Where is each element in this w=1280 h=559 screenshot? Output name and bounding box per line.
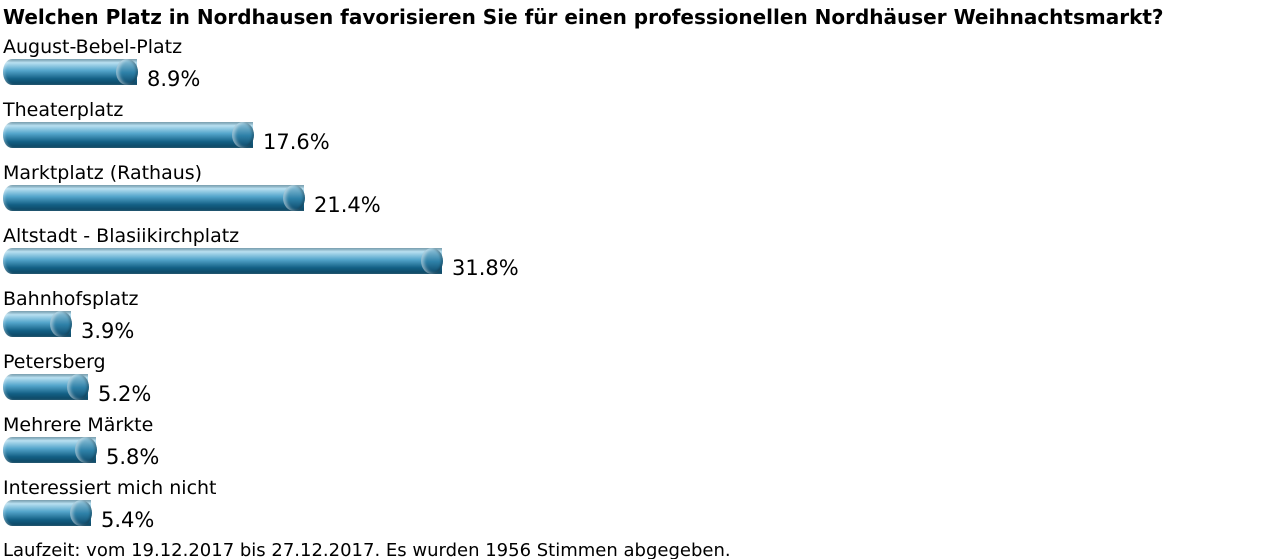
poll-result-row: August-Bebel-Platz 8.9% [3,36,1280,90]
option-label: Bahnhofsplatz [3,288,139,310]
poll-result-row: Interessiert mich nicht 5.4% [3,477,1280,531]
result-bar [3,374,89,400]
poll-result-row: Mehrere Märkte 5.8% [3,414,1280,468]
result-percentage: 5.4% [101,508,155,532]
result-bar [3,122,254,148]
bar-cap-decoration [67,374,89,400]
poll-result-row: Altstadt - Blasiikirchplatz 31.8% [3,225,1280,279]
option-label: Altstadt - Blasiikirchplatz [3,225,240,247]
option-label: Mehrere Märkte [3,414,154,436]
result-percentage: 8.9% [147,67,201,91]
poll-runtime-note: Laufzeit: vom 19.12.2017 bis 27.12.2017.… [3,540,731,559]
bar-line: 21.4% [3,185,1280,216]
result-bar [3,185,305,211]
result-bar [3,500,92,526]
bar-cap-decoration [50,311,72,337]
poll-question: Welchen Platz in Nordhausen favorisieren… [3,5,1164,29]
poll-result-row: Marktplatz (Rathaus) 21.4% [3,162,1280,216]
option-label: August-Bebel-Platz [3,36,183,58]
result-bar [3,437,97,463]
bar-cap-decoration [232,122,254,148]
bar-line: 5.2% [3,374,1280,405]
bar-line: 5.4% [3,500,1280,531]
result-bar [3,311,72,337]
result-percentage: 3.9% [81,319,135,343]
option-label: Theaterplatz [3,99,124,121]
result-percentage: 21.4% [314,193,381,217]
result-bar [3,59,138,85]
bar-line: 31.8% [3,248,1280,279]
bar-line: 8.9% [3,59,1280,90]
bar-cap-decoration [70,500,92,526]
poll-result-row: Bahnhofsplatz 3.9% [3,288,1280,342]
bar-line: 17.6% [3,122,1280,153]
poll-result-row: Theaterplatz 17.6% [3,99,1280,153]
bar-cap-decoration [75,437,97,463]
poll-results-list: August-Bebel-Platz 8.9% Theaterplatz 17.… [3,36,1280,531]
option-label: Marktplatz (Rathaus) [3,162,203,184]
bar-cap-decoration [116,59,138,85]
bar-cap-decoration [283,185,305,211]
option-label: Petersberg [3,351,106,373]
bar-line: 3.9% [3,311,1280,342]
option-label: Interessiert mich nicht [3,477,217,499]
bar-cap-decoration [421,248,443,274]
bar-line: 5.8% [3,437,1280,468]
result-percentage: 5.2% [98,382,152,406]
poll-result-row: Petersberg 5.2% [3,351,1280,405]
result-bar [3,248,443,274]
result-percentage: 5.8% [106,445,160,469]
result-percentage: 31.8% [452,256,519,280]
result-percentage: 17.6% [263,130,330,154]
